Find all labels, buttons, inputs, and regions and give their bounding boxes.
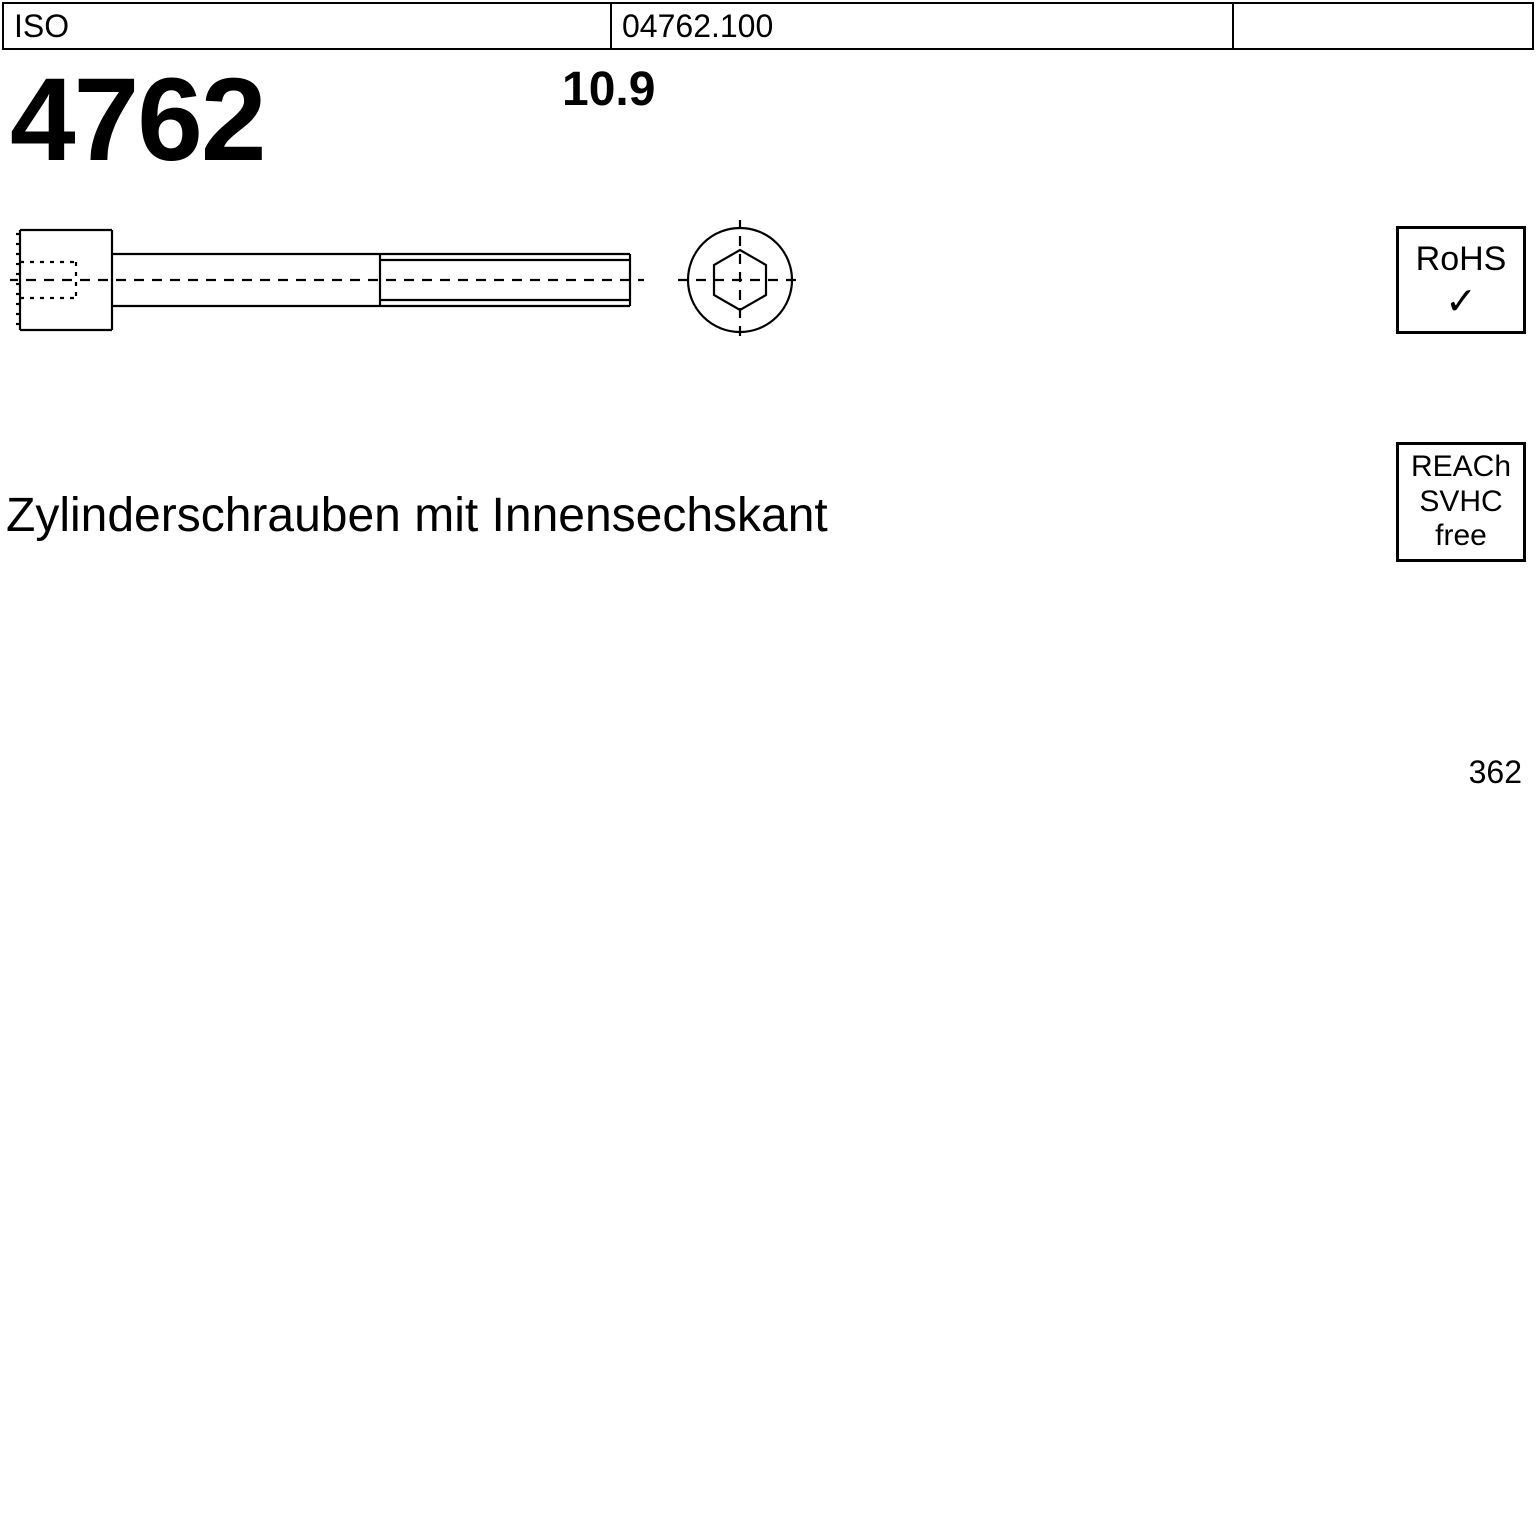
header-row: ISO 04762.100 362: [2, 2, 1534, 50]
strength-grade: 10.9: [562, 62, 655, 117]
header-iso-label: ISO: [4, 4, 612, 48]
rohs-label: RoHS: [1416, 240, 1507, 279]
reach-line3: free: [1435, 519, 1487, 554]
standard-number: 4762: [10, 52, 265, 188]
rohs-badge: RoHS ✓: [1396, 226, 1526, 334]
reach-line2: SVHC: [1419, 485, 1502, 520]
header-code: 04762.100: [612, 4, 1234, 48]
rohs-check-icon: ✓: [1445, 283, 1477, 321]
product-description: Zylinderschrauben mit Innensechskant: [6, 488, 828, 543]
reach-badge: REACh SVHC free: [1396, 442, 1526, 562]
technical-drawing: [10, 220, 810, 350]
reach-line1: REACh: [1411, 450, 1511, 485]
datasheet-page: ISO 04762.100 362 4762 10.9 Zylinderschr…: [0, 0, 1536, 1536]
